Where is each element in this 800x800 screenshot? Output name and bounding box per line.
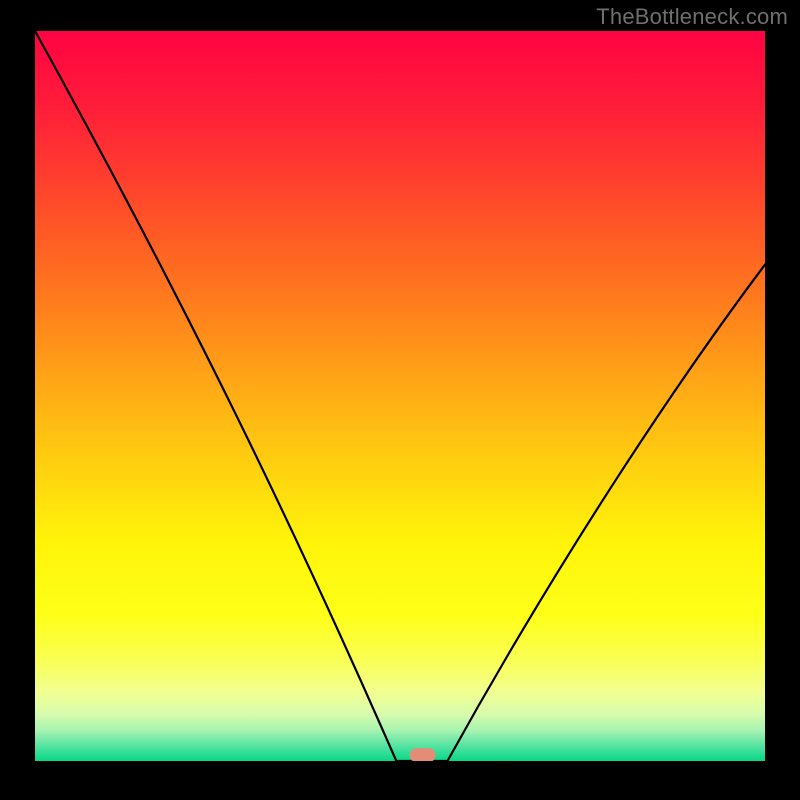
watermark-text: TheBottleneck.com [596,4,788,30]
plot-background-gradient [35,31,765,761]
optimal-point-marker [410,748,436,762]
bottleneck-chart [0,0,800,800]
